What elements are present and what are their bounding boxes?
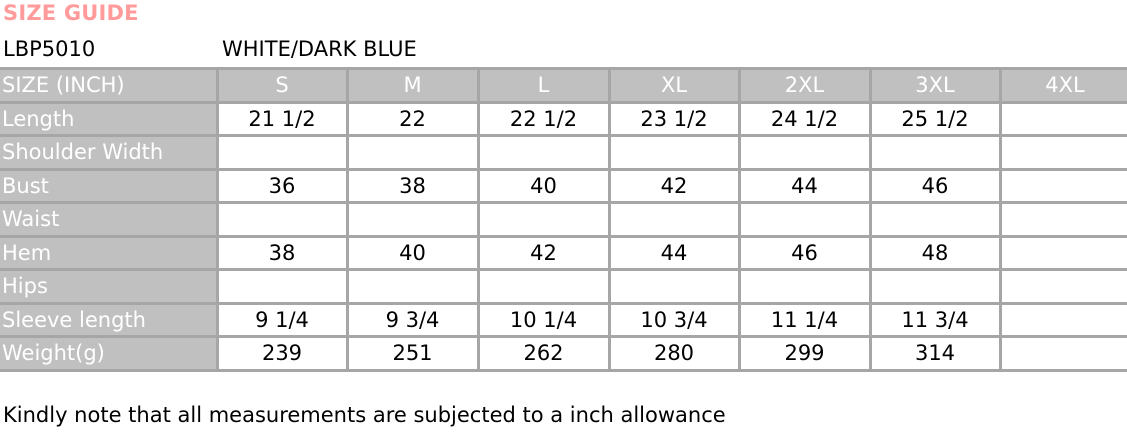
measurement-cell [868, 134, 1002, 171]
measurement-cell: 11 1/4 [737, 301, 872, 338]
measurement-cell: 9 3/4 [345, 301, 480, 338]
measurement-cell [998, 268, 1127, 305]
measurement-cell: 21 1/2 [215, 100, 349, 137]
row-label: Weight(g) [0, 335, 219, 372]
measurement-cell: 22 [345, 100, 480, 137]
measurement-cell: 40 [476, 167, 611, 204]
measurement-cell [215, 201, 349, 238]
measurement-cell [345, 134, 480, 171]
measurement-cell [998, 234, 1127, 271]
table-row: Weight(g) 239 251 262 280 299 314 [0, 335, 1127, 372]
measurement-cell [998, 201, 1127, 238]
measurement-cell [998, 301, 1127, 338]
row-label: Waist [0, 201, 219, 238]
measurement-cell: 239 [215, 335, 349, 372]
header-size: 3XL [868, 67, 1002, 104]
measurement-cell: 46 [868, 167, 1002, 204]
measurement-cell: 42 [607, 167, 741, 204]
measurement-cell: 48 [868, 234, 1002, 271]
row-label: Shoulder Width [0, 134, 219, 171]
measurement-cell: 46 [737, 234, 872, 271]
measurement-cell [868, 268, 1002, 305]
header-size: S [215, 67, 349, 104]
measurement-cell: 262 [476, 335, 611, 372]
measurement-cell: 42 [476, 234, 611, 271]
product-code: LBP5010 [3, 37, 96, 61]
measurement-cell: 44 [607, 234, 741, 271]
measurement-cell [737, 134, 872, 171]
measurement-cell: 280 [607, 335, 741, 372]
header-size: XL [607, 67, 741, 104]
measurement-cell [737, 201, 872, 238]
table-row: Bust 36 38 40 42 44 46 [0, 167, 1127, 204]
row-label: Length [0, 100, 219, 137]
header-size: L [476, 67, 611, 104]
measurement-cell [737, 268, 872, 305]
measurement-cell [607, 134, 741, 171]
measurement-cell [215, 134, 349, 171]
measurement-cell: 44 [737, 167, 872, 204]
row-label: Bust [0, 167, 219, 204]
measurement-cell [998, 335, 1127, 372]
measurement-cell: 36 [215, 167, 349, 204]
table-row: Hips [0, 268, 1127, 305]
measurement-cell: 22 1/2 [476, 100, 611, 137]
table-row: Shoulder Width [0, 134, 1127, 171]
measurement-cell [476, 268, 611, 305]
measurement-cell: 251 [345, 335, 480, 372]
measurement-cell [998, 134, 1127, 171]
measurement-cell: 10 1/4 [476, 301, 611, 338]
measurement-cell [476, 201, 611, 238]
measurement-cell: 23 1/2 [607, 100, 741, 137]
table-row: Hem 38 40 42 44 46 48 [0, 234, 1127, 271]
measurement-cell [607, 268, 741, 305]
measurement-cell: 38 [345, 167, 480, 204]
measurement-cell [868, 201, 1002, 238]
measurement-cell: 299 [737, 335, 872, 372]
measurement-cell [215, 268, 349, 305]
table-header-row: SIZE (INCH) S M L XL 2XL 3XL 4XL [0, 67, 1127, 104]
measurement-cell: 24 1/2 [737, 100, 872, 137]
measurement-cell: 10 3/4 [607, 301, 741, 338]
table-row: Waist [0, 201, 1127, 238]
size-guide-title: SIZE GUIDE [3, 1, 139, 25]
allowance-note: Kindly note that all measurements are su… [3, 403, 726, 427]
measurement-cell: 314 [868, 335, 1002, 372]
measurement-cell [345, 268, 480, 305]
measurement-cell [607, 201, 741, 238]
row-label: Sleeve length [0, 301, 219, 338]
measurement-cell [998, 100, 1127, 137]
measurement-cell [998, 167, 1127, 204]
measurement-cell [476, 134, 611, 171]
measurement-cell: 38 [215, 234, 349, 271]
row-label: Hips [0, 268, 219, 305]
product-color: WHITE/DARK BLUE [222, 37, 417, 61]
header-label: SIZE (INCH) [0, 67, 219, 104]
measurement-cell: 40 [345, 234, 480, 271]
size-table: SIZE (INCH) S M L XL 2XL 3XL 4XL Length 21 1/2 22 2… [0, 67, 1127, 372]
measurement-cell [345, 201, 480, 238]
table-row: Length 21 1/2 22 22 1/2 23 1/2 24 1/2 25 1/2 [0, 100, 1127, 137]
header-size: 2XL [737, 67, 872, 104]
table-row: Sleeve length 9 1/4 9 3/4 10 1/4 10 3/4 11 1/… [0, 301, 1127, 338]
header-size: 4XL [998, 67, 1127, 104]
header-size: M [345, 67, 480, 104]
row-label: Hem [0, 234, 219, 271]
measurement-cell: 25 1/2 [868, 100, 1002, 137]
measurement-cell: 9 1/4 [215, 301, 349, 338]
measurement-cell: 11 3/4 [868, 301, 1002, 338]
